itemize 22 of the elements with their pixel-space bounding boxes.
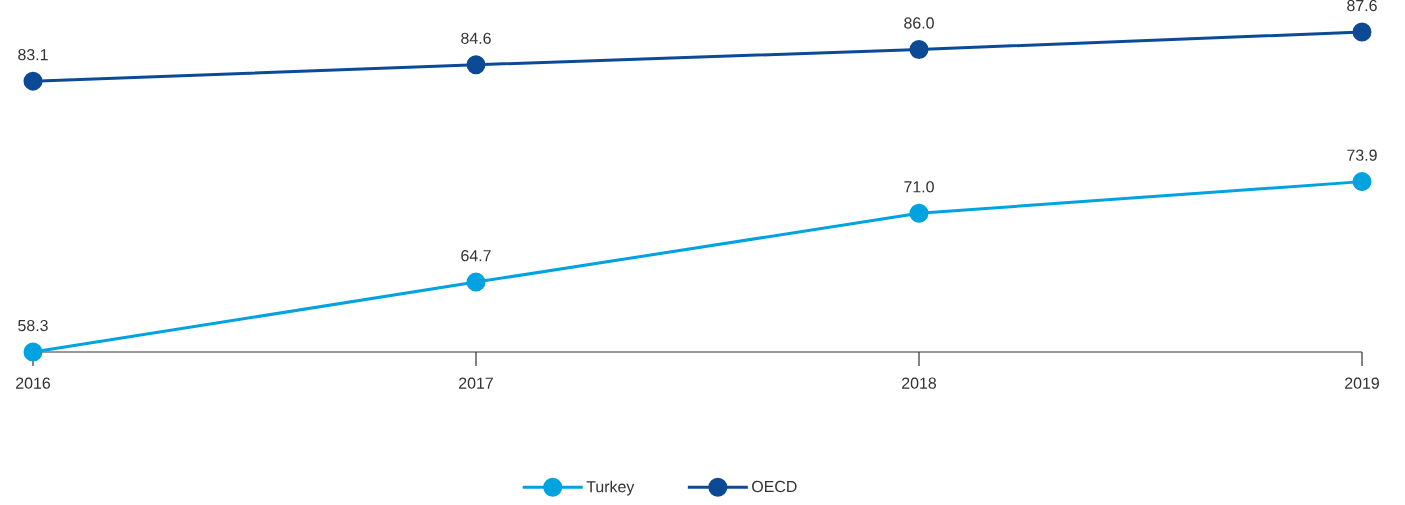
data-label: 64.7 [461, 250, 491, 262]
data-label: 58.3 [18, 319, 48, 332]
x-tick-label: 2017 [459, 377, 493, 389]
point [23, 342, 43, 362]
legend-label: Turkey [586, 480, 635, 496]
data-label: 71.0 [904, 181, 934, 193]
data-label: 86.0 [904, 17, 934, 29]
data-label: 87.6 [1347, 0, 1377, 12]
x-tick-label: 2016 [16, 377, 51, 389]
point [466, 272, 486, 292]
x-tick-label: 2019 [1345, 377, 1379, 389]
point [909, 203, 929, 223]
data-label: 73.9 [1347, 149, 1377, 161]
legend-label: OECD [752, 480, 797, 493]
point [466, 55, 486, 75]
data-label: 83.1 [18, 49, 48, 61]
point [909, 39, 929, 59]
point [1352, 172, 1372, 192]
point [1352, 22, 1372, 42]
point [23, 71, 43, 91]
x-tick-label: 2018 [902, 377, 937, 389]
data-label: 84.6 [461, 32, 491, 44]
